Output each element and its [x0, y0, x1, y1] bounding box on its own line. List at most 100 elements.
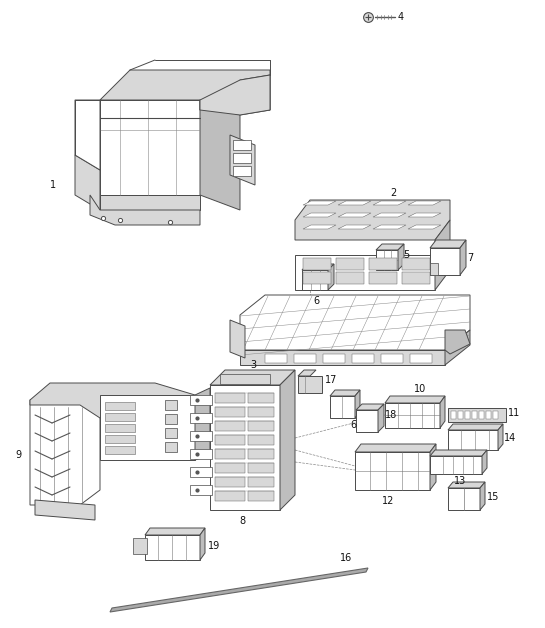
- Bar: [220, 374, 270, 384]
- Polygon shape: [430, 248, 460, 275]
- Bar: [248, 463, 274, 473]
- Polygon shape: [356, 404, 384, 410]
- Bar: [381, 354, 403, 363]
- Polygon shape: [90, 195, 200, 225]
- Bar: [248, 449, 274, 459]
- Text: 1: 1: [50, 180, 56, 190]
- Polygon shape: [408, 201, 441, 205]
- Text: 18: 18: [385, 410, 397, 420]
- Text: 15: 15: [487, 492, 499, 502]
- Polygon shape: [482, 450, 487, 474]
- Bar: [248, 421, 274, 431]
- Bar: [472, 411, 477, 419]
- Bar: [215, 421, 245, 431]
- Polygon shape: [75, 100, 100, 170]
- Polygon shape: [200, 100, 240, 210]
- Polygon shape: [376, 250, 398, 270]
- Polygon shape: [100, 70, 270, 110]
- Bar: [369, 272, 397, 284]
- Polygon shape: [210, 370, 295, 385]
- Polygon shape: [385, 396, 445, 403]
- Polygon shape: [303, 225, 336, 229]
- Text: 11: 11: [508, 408, 520, 418]
- Polygon shape: [373, 213, 406, 217]
- Polygon shape: [303, 201, 336, 205]
- Polygon shape: [35, 500, 95, 520]
- Polygon shape: [145, 535, 200, 560]
- Bar: [248, 491, 274, 501]
- Bar: [336, 272, 364, 284]
- Bar: [493, 411, 498, 419]
- Polygon shape: [230, 135, 255, 185]
- Bar: [190, 431, 212, 441]
- Polygon shape: [303, 213, 336, 217]
- Polygon shape: [430, 450, 487, 456]
- Text: 5: 5: [403, 250, 409, 260]
- Text: 9: 9: [15, 450, 21, 460]
- Bar: [165, 414, 177, 424]
- Text: 6: 6: [313, 296, 319, 306]
- Polygon shape: [378, 404, 384, 432]
- Bar: [479, 411, 484, 419]
- Text: 3: 3: [250, 360, 256, 370]
- Bar: [294, 354, 316, 363]
- Bar: [233, 140, 251, 150]
- Text: 10: 10: [414, 384, 426, 394]
- Bar: [133, 538, 147, 554]
- Polygon shape: [75, 155, 100, 210]
- Polygon shape: [448, 430, 498, 450]
- Polygon shape: [355, 452, 430, 490]
- Text: 2: 2: [390, 188, 396, 198]
- Polygon shape: [100, 195, 200, 210]
- Polygon shape: [430, 456, 482, 474]
- Bar: [451, 411, 456, 419]
- Bar: [190, 449, 212, 459]
- Bar: [215, 491, 245, 501]
- Polygon shape: [100, 395, 195, 460]
- Bar: [458, 411, 463, 419]
- Polygon shape: [498, 424, 503, 450]
- Bar: [265, 354, 287, 363]
- Polygon shape: [330, 396, 355, 418]
- Bar: [402, 258, 430, 270]
- Text: 16: 16: [340, 553, 352, 563]
- Polygon shape: [330, 390, 360, 396]
- Polygon shape: [448, 488, 480, 510]
- Bar: [190, 485, 212, 495]
- Bar: [105, 435, 135, 443]
- Bar: [486, 411, 491, 419]
- Polygon shape: [338, 225, 371, 229]
- Polygon shape: [408, 213, 441, 217]
- Polygon shape: [445, 330, 470, 354]
- Polygon shape: [355, 390, 360, 418]
- Bar: [215, 477, 245, 487]
- Polygon shape: [30, 385, 100, 505]
- Text: 4: 4: [398, 12, 404, 22]
- Bar: [352, 354, 374, 363]
- Polygon shape: [230, 320, 245, 358]
- Polygon shape: [298, 376, 322, 393]
- Polygon shape: [110, 568, 368, 612]
- Polygon shape: [373, 201, 406, 205]
- Bar: [448, 408, 506, 422]
- Bar: [105, 446, 135, 454]
- Text: 14: 14: [504, 433, 516, 443]
- Polygon shape: [430, 240, 466, 248]
- Polygon shape: [373, 225, 406, 229]
- Polygon shape: [385, 403, 440, 428]
- Polygon shape: [435, 220, 450, 290]
- Bar: [336, 258, 364, 270]
- Polygon shape: [295, 200, 450, 240]
- Polygon shape: [448, 424, 503, 430]
- Polygon shape: [145, 528, 205, 535]
- Bar: [402, 272, 430, 284]
- Text: 17: 17: [325, 375, 337, 385]
- Bar: [323, 354, 345, 363]
- Polygon shape: [338, 201, 371, 205]
- Polygon shape: [295, 255, 435, 290]
- Bar: [215, 407, 245, 417]
- Polygon shape: [355, 444, 436, 452]
- Polygon shape: [240, 295, 470, 350]
- Bar: [105, 413, 135, 421]
- Bar: [165, 400, 177, 410]
